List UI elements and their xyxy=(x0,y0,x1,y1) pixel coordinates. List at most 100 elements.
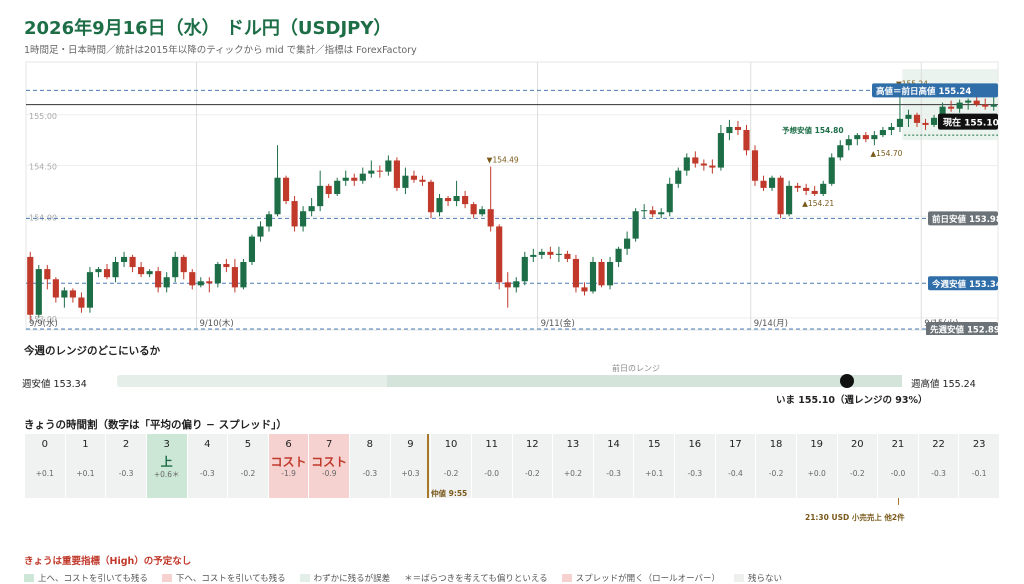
candle-body xyxy=(555,253,562,255)
hour-value: +0.6＊ xyxy=(153,470,180,479)
hour-value: -0.2 xyxy=(849,469,865,478)
candle-body xyxy=(103,269,111,278)
hour-number: 6 xyxy=(285,439,292,450)
candle-body xyxy=(223,264,230,268)
hour-tag xyxy=(472,453,512,468)
candle-body xyxy=(973,100,980,105)
candle-body xyxy=(768,177,776,188)
hour-tag xyxy=(25,453,65,468)
candle-body xyxy=(641,210,648,212)
hour-tag xyxy=(66,453,106,468)
candle-body xyxy=(896,118,904,127)
hour-number: 19 xyxy=(810,439,824,450)
price-annotation: ▲154.70 xyxy=(870,149,902,158)
level-badge: 高値＝前日高値 155.24 xyxy=(876,86,971,97)
candle-body xyxy=(504,282,511,288)
hour-tag xyxy=(634,453,674,468)
hour-tag xyxy=(188,453,228,468)
page-title: 2026年9月16日（水） ドル円（USDJPY） xyxy=(24,18,392,39)
candle-body xyxy=(939,106,946,118)
y-tick-label: 154.50 xyxy=(29,163,57,172)
candle-body xyxy=(359,173,366,181)
candle-body xyxy=(402,175,409,188)
hour-number: 21 xyxy=(891,439,905,450)
candle-body xyxy=(172,256,179,278)
hour-cell-6: 6 コスト -1.9 xyxy=(268,434,309,498)
candle-body xyxy=(317,185,324,207)
legend-swatch xyxy=(734,574,744,582)
candle-body xyxy=(496,226,503,283)
candle-body xyxy=(197,281,204,286)
hour-value: +0.1 xyxy=(645,469,664,478)
legend-label: 残らない xyxy=(748,574,783,584)
candle-body xyxy=(717,133,724,168)
candle-body xyxy=(180,256,187,273)
hour-tag xyxy=(919,453,959,468)
legend-item: 下へ、コストを引いても残る xyxy=(161,572,286,584)
candle-body xyxy=(334,180,341,194)
legend-item: 上へ、コストを引いても残る xyxy=(24,572,148,584)
candle-body xyxy=(658,212,665,215)
hour-number: 10 xyxy=(444,439,458,450)
current-badge-bg xyxy=(938,113,998,130)
candle-body xyxy=(905,114,912,119)
candle-body xyxy=(581,287,588,292)
hour-number: 4 xyxy=(204,439,211,450)
candle-body xyxy=(820,183,827,194)
candle-body xyxy=(78,297,85,308)
candle-body xyxy=(922,122,929,125)
candle-body xyxy=(385,160,392,172)
candle-body xyxy=(265,214,273,227)
candle-body xyxy=(376,170,383,172)
hour-value: -0.2 xyxy=(240,469,256,478)
hour-tag: コスト xyxy=(311,455,348,469)
hour-value: -0.3 xyxy=(931,469,946,478)
candle-body xyxy=(521,256,528,282)
hour-cell-18: 18 -0.2 xyxy=(756,434,796,498)
candle-body xyxy=(214,264,221,284)
event-marker xyxy=(898,498,899,505)
range-section-title: 今週のレンジのどこにいるか xyxy=(24,345,161,357)
hour-cell-23: 23 -0.1 xyxy=(959,434,999,498)
hour-number: 16 xyxy=(688,439,702,450)
candle-body xyxy=(248,236,256,262)
candle-body xyxy=(930,117,938,125)
day-label: 9/11(金) xyxy=(541,318,575,329)
hour-number: 11 xyxy=(485,439,499,450)
price-annotation: ▲154.21 xyxy=(802,199,834,208)
candle-body xyxy=(564,253,571,259)
candle-body xyxy=(624,238,631,249)
indicator-notice: きょうは重要指標（High）の予定なし xyxy=(24,556,192,567)
hour-tag xyxy=(594,453,634,468)
candle-body xyxy=(777,177,784,215)
candle-body xyxy=(666,183,673,213)
candle-body xyxy=(35,269,42,315)
hour-cell-5: 5 -0.2 xyxy=(228,434,268,498)
hour-value: -0.2 xyxy=(524,469,540,478)
candle-body xyxy=(69,290,76,298)
candle-body xyxy=(811,190,818,194)
level-badge-bg xyxy=(928,211,998,226)
page-subtitle: 1時間足・日本時間／統計は2015年以降のティックから mid で集計／指標は … xyxy=(24,45,417,56)
day-label: 9/10(木) xyxy=(200,318,234,329)
candle-body xyxy=(206,281,213,284)
candle-body xyxy=(300,211,307,227)
hour-cell-8: 8 -0.3 xyxy=(350,434,390,498)
hour-number: 5 xyxy=(244,439,252,450)
candle-body xyxy=(956,102,963,109)
level-badge: 今週安値 153.34 xyxy=(931,279,1002,290)
hour-tag xyxy=(431,453,471,468)
candle-body xyxy=(786,185,793,215)
candle-body xyxy=(436,198,443,213)
hour-tag xyxy=(228,453,268,468)
range-now-label: いま 155.10（週レンジの 93%） xyxy=(776,395,928,406)
candle-body xyxy=(734,126,742,131)
forecast-label: 予想安値 154.80 xyxy=(782,125,844,135)
candle-body xyxy=(282,177,290,202)
hour-cell-15: 15 +0.1 xyxy=(634,434,674,498)
legend-label: 下へ、コストを引いても残る xyxy=(175,574,286,584)
hour-number: 2 xyxy=(122,439,130,450)
hour-tag xyxy=(553,453,593,468)
hour-value: -1.9 xyxy=(281,469,296,478)
candle-body xyxy=(649,210,656,215)
